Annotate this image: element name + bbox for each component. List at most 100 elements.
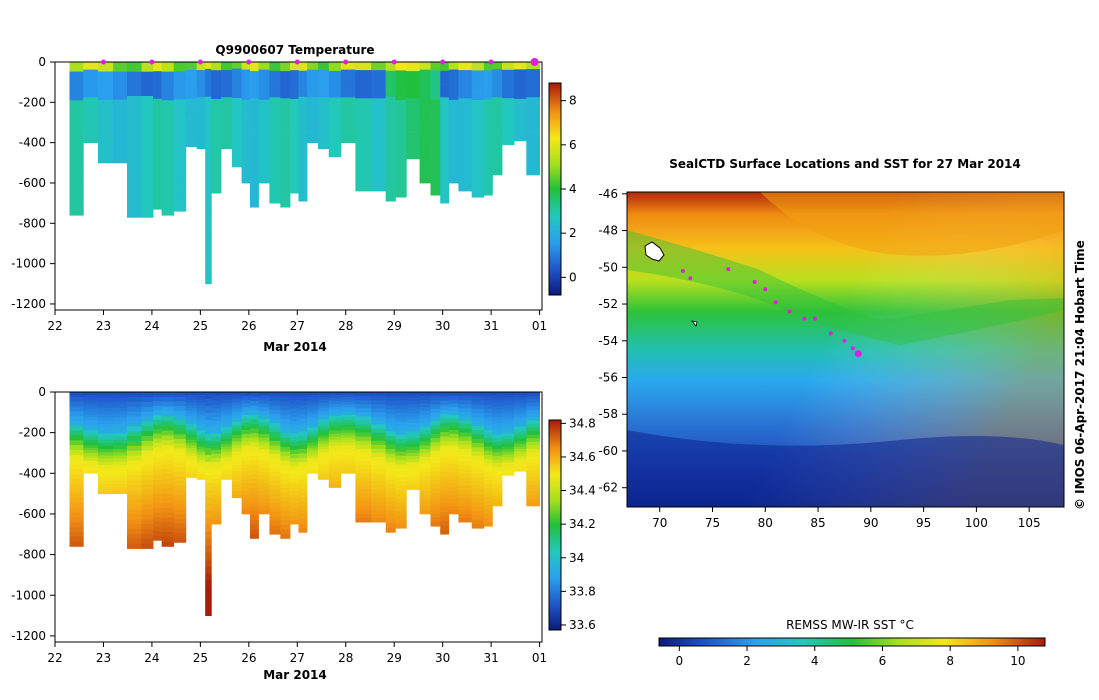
profile-cell (97, 137, 114, 142)
profile-cell (83, 84, 99, 88)
profile-cell (161, 478, 175, 485)
profile-cell (141, 105, 154, 111)
profile-cell (97, 153, 114, 157)
profile-cell (173, 533, 187, 539)
profile-cell (385, 140, 396, 145)
temperature-x-label: Mar 2014 (263, 340, 327, 354)
profile-cell (113, 150, 128, 154)
profile-cell (406, 449, 420, 454)
y-tick-label: -600 (19, 176, 46, 190)
profile-cell (141, 538, 154, 544)
profile-cell (173, 434, 187, 440)
profile-cell (205, 159, 212, 167)
profile-cell (406, 122, 420, 126)
profile-cell (340, 92, 356, 96)
profile-cell (395, 150, 407, 156)
profile-cell (385, 418, 396, 424)
profile-cell (317, 127, 330, 131)
profile-cell (258, 107, 270, 112)
profile-cell (231, 458, 242, 462)
profile-cell (355, 62, 372, 67)
profile-cell (269, 62, 281, 67)
profile-cell (419, 62, 431, 67)
profile-cell (385, 75, 396, 80)
profile-cell (269, 128, 281, 133)
profile-cell (69, 90, 84, 96)
profile-cell (153, 66, 162, 72)
profile-cell (205, 559, 212, 568)
profile-cell (205, 117, 212, 125)
profile-cell (371, 150, 387, 156)
profile-cell (395, 188, 407, 194)
profile-cell (127, 392, 142, 398)
profile-cell (141, 543, 154, 549)
profile-cell (371, 396, 387, 401)
profile-cell (153, 117, 162, 123)
profile-column (113, 62, 128, 164)
profile-cell (185, 104, 198, 108)
x-tick-label: 24 (144, 651, 159, 665)
profile-cell (526, 164, 540, 169)
profile-cell (250, 84, 259, 90)
profile-cell (173, 159, 187, 165)
profile-cell (113, 74, 128, 79)
profile-cell (173, 528, 187, 534)
profile-cell (185, 117, 198, 121)
profile-cell (231, 395, 242, 399)
profile-cell (514, 434, 527, 437)
profile-cell (231, 398, 242, 403)
profile-cell (406, 425, 420, 429)
profile-cell (406, 404, 420, 408)
profile-cell (317, 124, 330, 128)
profile-cell (205, 138, 212, 146)
profile-cell (97, 449, 114, 453)
profile-cell (371, 448, 387, 454)
profile-marks (101, 58, 539, 66)
profile-cell (406, 446, 420, 451)
profile-cell (514, 135, 527, 139)
profile-cell (448, 407, 459, 412)
profile-cell (458, 485, 473, 490)
profile-cell (83, 102, 99, 106)
profile-cell (221, 62, 233, 66)
profile-cell (173, 467, 187, 473)
profile-cell (69, 416, 84, 422)
profile-cell (231, 431, 242, 436)
x-tick-label: 28 (338, 319, 353, 333)
profile-cell (340, 465, 356, 469)
profile-cell (231, 421, 242, 426)
profile-cell (241, 472, 251, 477)
profile-cell (185, 91, 198, 95)
profile-column (269, 62, 281, 204)
profile-cell (502, 438, 515, 442)
lat-tick-label: -54 (598, 334, 618, 348)
profile-cell (492, 445, 503, 450)
profile-cell (231, 451, 242, 456)
profile-cell (340, 127, 356, 131)
profile-cell (502, 405, 515, 408)
profile-cell (161, 396, 175, 402)
profile-cell (502, 441, 515, 445)
profile-cell (161, 196, 175, 202)
profile-cell (298, 162, 308, 167)
profile-cell (141, 416, 154, 422)
profile-cell (173, 453, 187, 459)
profile-cell (196, 83, 206, 87)
profile-cell (340, 125, 356, 128)
profile-cell (173, 415, 187, 421)
profile-cell (385, 175, 396, 180)
profile-cell (340, 72, 356, 75)
profile-cell (502, 467, 515, 471)
x-tick-label: 28 (338, 651, 353, 665)
profile-cell (526, 427, 540, 432)
profile-cell (205, 193, 212, 201)
profile-cell (340, 112, 356, 116)
profile-cell (340, 122, 356, 126)
profile-cell (231, 474, 242, 479)
profile-cell (317, 102, 330, 106)
profile-cell (471, 70, 485, 75)
profile-cell (471, 150, 485, 156)
profile-cell (205, 552, 212, 561)
profile-cell (371, 400, 387, 405)
profile-cell (340, 397, 356, 400)
